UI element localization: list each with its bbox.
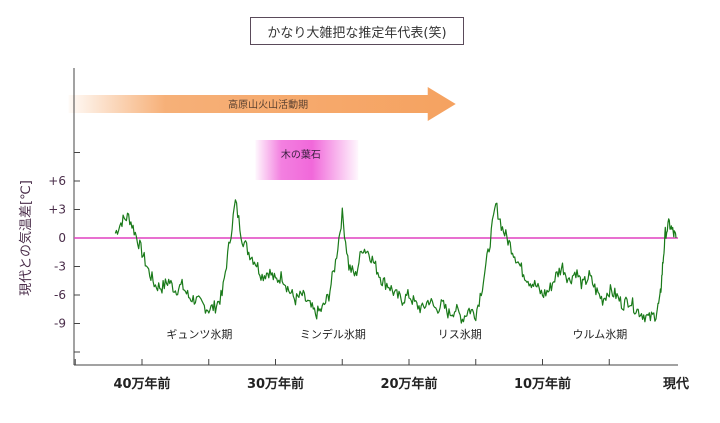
x-tick-label: 現代 <box>663 376 689 392</box>
y-axis-label: 現代との気温差[℃] <box>18 180 34 296</box>
glacial-period-label: ウルム氷期 <box>573 328 628 341</box>
chart-title: かなり大雑把な推定年代表(笑) <box>250 17 464 45</box>
x-tick-label: 30万年前 <box>247 376 304 392</box>
y-tick-label: -9 <box>54 317 66 331</box>
chart-title-text: かなり大雑把な推定年代表(笑) <box>267 25 447 41</box>
y-tick-label: -3 <box>54 260 66 274</box>
glacial-period-label: ギュンツ氷期 <box>166 328 232 341</box>
temperature-series-line <box>114 199 677 324</box>
period-label: 高原山火山活動期 <box>228 98 308 111</box>
y-tick-label: +6 <box>48 174 66 188</box>
y-tick-label: +3 <box>48 203 66 217</box>
y-tick-label: -6 <box>54 288 66 302</box>
glacial-period-label: リス氷期 <box>438 328 482 341</box>
x-tick-label: 10万年前 <box>514 376 571 392</box>
period-label: 木の葉石 <box>281 148 321 161</box>
y-tick-label: 0 <box>58 231 66 245</box>
x-tick-label: 20万年前 <box>380 376 437 392</box>
glacial-period-label: ミンデル氷期 <box>300 327 366 341</box>
period-band <box>255 140 359 180</box>
x-tick-label: 40万年前 <box>113 376 170 392</box>
period-arrow <box>68 87 456 121</box>
